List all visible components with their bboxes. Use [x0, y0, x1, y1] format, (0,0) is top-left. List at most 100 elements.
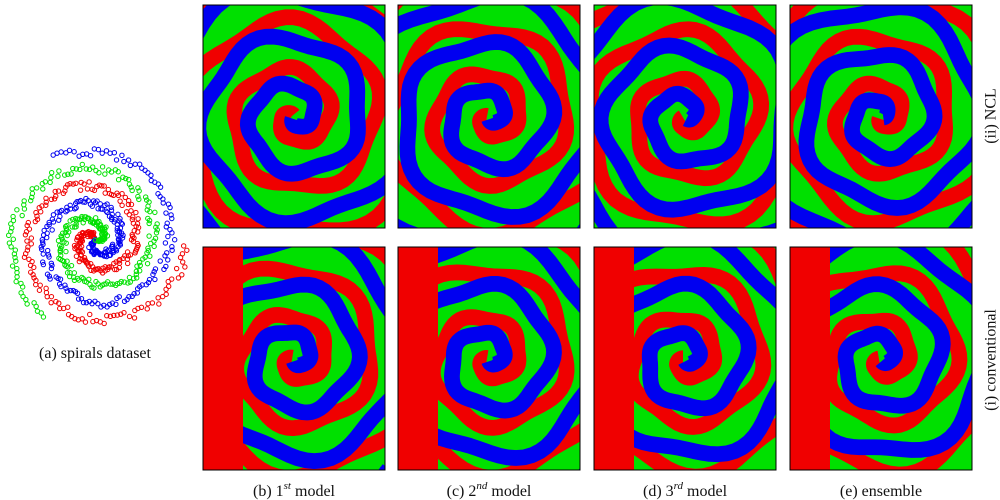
- point: [133, 275, 140, 281]
- point: [40, 186, 46, 192]
- point: [145, 245, 151, 251]
- point: [103, 246, 109, 252]
- point: [128, 201, 135, 208]
- region: [594, 247, 776, 470]
- point: [133, 268, 140, 274]
- point: [34, 213, 40, 219]
- point: [21, 254, 28, 260]
- point: [90, 198, 97, 204]
- point: [79, 274, 85, 281]
- point: [165, 257, 171, 263]
- point: [60, 190, 67, 197]
- point: [46, 254, 52, 260]
- point: [56, 300, 62, 306]
- point: [149, 300, 156, 306]
- regions: [790, 247, 972, 470]
- caption-sup: st: [284, 480, 292, 492]
- regions: [203, 5, 385, 228]
- point: [151, 243, 157, 250]
- point: [169, 215, 175, 222]
- point: [107, 313, 114, 320]
- point: [66, 147, 73, 154]
- point: [63, 240, 69, 246]
- point: [72, 215, 79, 222]
- point: [113, 259, 119, 265]
- point: [153, 224, 159, 230]
- point: [33, 209, 39, 216]
- point: [134, 263, 140, 269]
- point: [82, 319, 89, 325]
- regions: [594, 247, 776, 470]
- point: [126, 294, 132, 300]
- point: [103, 148, 110, 154]
- region: [398, 5, 580, 228]
- point: [106, 301, 113, 308]
- panel-caption: (b) 1st model: [253, 480, 336, 500]
- point: [8, 244, 14, 250]
- point: [117, 256, 123, 263]
- point: [145, 300, 151, 307]
- point: [55, 237, 62, 244]
- point: [54, 209, 60, 215]
- point: [86, 179, 92, 185]
- point: [50, 219, 57, 225]
- point: [71, 149, 77, 155]
- point: [120, 174, 126, 180]
- caption-text: model: [295, 483, 336, 500]
- point: [102, 202, 108, 209]
- point: [26, 256, 32, 263]
- point: [144, 260, 151, 267]
- point: [47, 179, 53, 186]
- point: [165, 233, 171, 240]
- decision-panel: [397, 246, 581, 471]
- point: [109, 241, 116, 247]
- point: [38, 209, 44, 215]
- point: [106, 167, 112, 173]
- point: [164, 250, 170, 256]
- point: [39, 180, 46, 187]
- point: [78, 179, 84, 186]
- point: [56, 217, 62, 223]
- point: [144, 306, 150, 312]
- point: [55, 173, 61, 179]
- decision-panel: [593, 246, 777, 471]
- point: [137, 262, 143, 269]
- point: [179, 272, 185, 278]
- point: [124, 260, 131, 267]
- point: [83, 195, 89, 202]
- region: [594, 247, 776, 470]
- point: [50, 212, 57, 218]
- point: [14, 274, 20, 280]
- point: [119, 202, 125, 209]
- point: [113, 301, 119, 308]
- region: [398, 247, 580, 470]
- point: [39, 239, 46, 245]
- point: [117, 198, 123, 204]
- panel-border: [397, 246, 581, 471]
- point: [98, 206, 104, 212]
- point: [9, 225, 15, 231]
- point: [122, 253, 128, 259]
- point: [125, 280, 131, 286]
- point: [65, 304, 71, 310]
- point: [46, 219, 52, 226]
- point: [114, 228, 120, 234]
- caption-text: (e) ensemble: [840, 483, 922, 500]
- point: [9, 263, 16, 269]
- point: [25, 244, 31, 250]
- point: [128, 208, 134, 214]
- regions: [398, 5, 580, 228]
- point: [63, 285, 69, 291]
- point: [49, 262, 55, 269]
- point: [80, 220, 86, 226]
- point: [131, 228, 137, 234]
- point: [124, 256, 131, 262]
- decision-panel: [789, 4, 973, 229]
- point: [33, 185, 40, 191]
- point: [99, 150, 105, 156]
- point: [48, 293, 55, 300]
- region: [790, 5, 972, 228]
- point: [23, 229, 30, 235]
- point: [184, 247, 190, 253]
